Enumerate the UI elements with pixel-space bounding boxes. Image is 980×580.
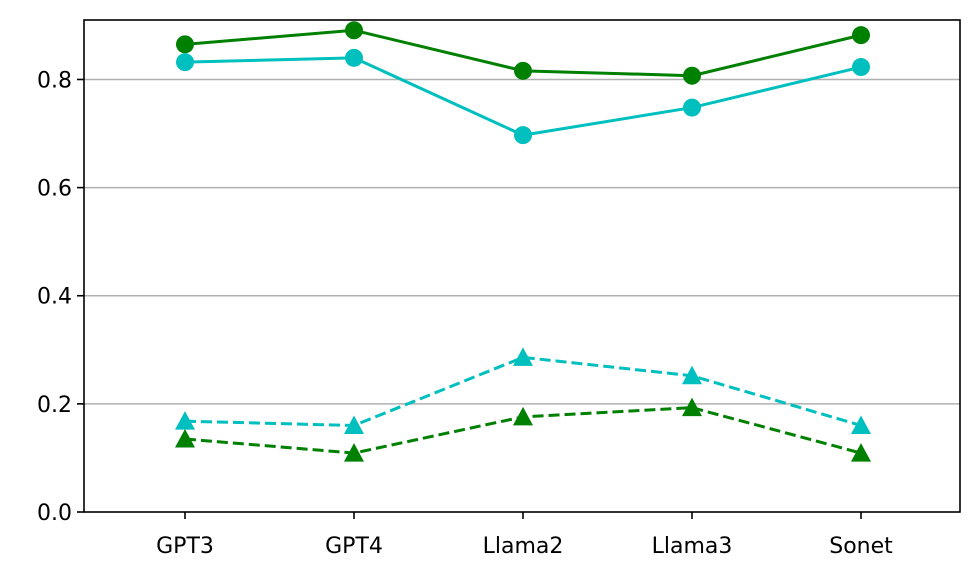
- series-line: [184, 355, 862, 428]
- y-tick-label: 0.6: [37, 177, 72, 202]
- data-point: [682, 397, 702, 417]
- data-point: [344, 443, 364, 462]
- data-point: [683, 66, 701, 85]
- x-tick-label: GPT4: [325, 534, 383, 559]
- x-tick-label: Llama3: [652, 534, 733, 559]
- data-point: [682, 365, 702, 385]
- data-point: [175, 429, 195, 448]
- data-point: [345, 48, 363, 67]
- axis-ticks: 0.0 0.2 0.4 0.6 0.8 GPT3 GPT4 Llama2 Llama3 Sonet: [37, 68, 893, 559]
- data-point: [513, 406, 533, 426]
- series-1: [176, 48, 870, 145]
- y-tick-label: 0.2: [37, 393, 72, 418]
- data-point: [683, 98, 701, 117]
- series-lines: [175, 21, 871, 462]
- data-point: [851, 443, 871, 462]
- y-tick-label: 0.4: [37, 285, 72, 310]
- data-point: [344, 415, 364, 434]
- data-point: [345, 21, 363, 40]
- data-point: [852, 26, 870, 45]
- data-point: [175, 411, 195, 430]
- data-point: [514, 126, 532, 145]
- x-tick-label: Llama2: [483, 534, 564, 559]
- series-2: [175, 347, 871, 434]
- series-3: [175, 397, 871, 462]
- data-point: [513, 347, 533, 366]
- data-point: [176, 35, 194, 54]
- data-point: [176, 53, 194, 72]
- y-tick-label: 0.0: [37, 501, 72, 526]
- plot-frame: [83, 19, 961, 513]
- data-point: [514, 61, 532, 80]
- data-point: [852, 58, 870, 77]
- y-tick-label: 0.8: [37, 68, 72, 93]
- x-tick-label: GPT3: [156, 534, 214, 559]
- data-point: [851, 415, 871, 434]
- x-tick-label: Sonet: [829, 534, 893, 559]
- series-0: [176, 21, 870, 85]
